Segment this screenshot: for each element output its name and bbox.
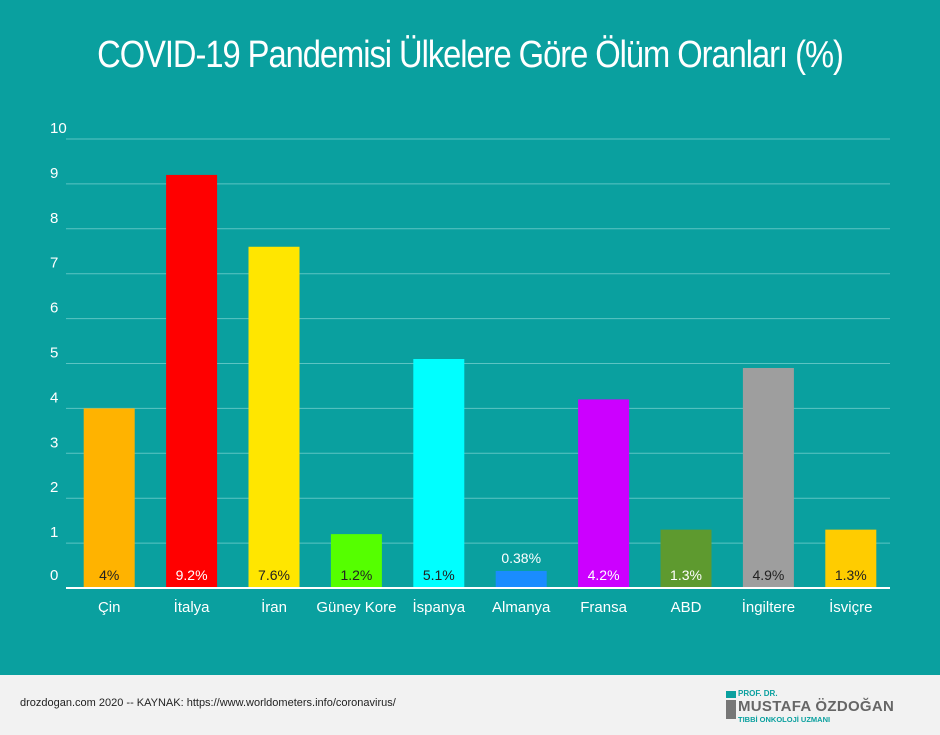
bar bbox=[83, 408, 135, 588]
bar bbox=[660, 529, 712, 588]
y-tick-label: 1 bbox=[50, 524, 58, 541]
x-tick-label: Fransa bbox=[580, 599, 627, 616]
brand-logo: PROF. DR. MUSTAFA ÖZDOĞAN TIBBİ ONKOLOJİ… bbox=[722, 689, 922, 724]
bar-data-label: 4.9% bbox=[752, 567, 784, 583]
y-tick-label: 0 bbox=[50, 567, 58, 584]
brand-name: MUSTAFA ÖZDOĞAN bbox=[738, 698, 895, 715]
bar-data-label: 7.6% bbox=[258, 567, 290, 583]
bar bbox=[330, 534, 382, 588]
bar-data-label: 1.2% bbox=[340, 567, 372, 583]
bar bbox=[413, 359, 465, 588]
y-tick-label: 4 bbox=[50, 389, 58, 406]
x-tick-label: İsviçre bbox=[829, 598, 872, 616]
bar bbox=[825, 529, 877, 588]
bar bbox=[248, 246, 300, 588]
x-tick-label: İspanya bbox=[413, 598, 466, 616]
bar-data-label: 5.1% bbox=[423, 567, 455, 583]
y-tick-label: 5 bbox=[50, 345, 58, 362]
y-tick-label: 9 bbox=[50, 165, 58, 182]
bar bbox=[742, 367, 794, 588]
bar-data-label: 9.2% bbox=[176, 567, 208, 583]
bar-data-label: 1.3% bbox=[670, 567, 702, 583]
y-tick-label: 8 bbox=[50, 210, 58, 227]
bar-data-label: 1.3% bbox=[835, 567, 867, 583]
brand-subtitle: TIBBİ ONKOLOJİ UZMANI bbox=[738, 715, 831, 724]
x-tick-label: ABD bbox=[671, 599, 702, 616]
bar bbox=[166, 174, 218, 589]
chart-title: COVID-19 Pandemisi Ülkelere Göre Ölüm Or… bbox=[97, 34, 844, 76]
bar-chart: 0 1 2 3 4 5 6 7 8 9 10 4% Çin 9.2% İtalya 7.6% İran 1.2% G… bbox=[50, 120, 890, 616]
x-tick-label: Güney Kore bbox=[316, 599, 396, 616]
y-tick-label: 10 bbox=[50, 120, 67, 137]
footer: drozdogan.com 2020 -- KAYNAK: https://ww… bbox=[0, 675, 940, 735]
bar bbox=[495, 570, 547, 588]
y-tick-label: 2 bbox=[50, 479, 58, 496]
y-tick-label: 6 bbox=[50, 300, 58, 317]
x-tick-label: İtalya bbox=[174, 598, 211, 616]
bar bbox=[578, 399, 630, 588]
source-text: drozdogan.com 2020 -- KAYNAK: https://ww… bbox=[20, 697, 396, 709]
y-tick-label: 3 bbox=[50, 434, 58, 451]
y-tick-label: 7 bbox=[50, 255, 58, 272]
bar-data-label: 4.2% bbox=[588, 567, 620, 583]
x-tick-label: İran bbox=[261, 598, 287, 616]
x-tick-label: Almanya bbox=[492, 599, 551, 616]
bar-data-label: 0.38% bbox=[501, 550, 541, 566]
bar-data-label: 4% bbox=[99, 567, 119, 583]
brand-mark-icon bbox=[726, 691, 736, 719]
x-tick-label: İngiltere bbox=[742, 598, 795, 616]
x-tick-label: Çin bbox=[98, 599, 121, 616]
brand-prefix: PROF. DR. bbox=[738, 689, 778, 698]
